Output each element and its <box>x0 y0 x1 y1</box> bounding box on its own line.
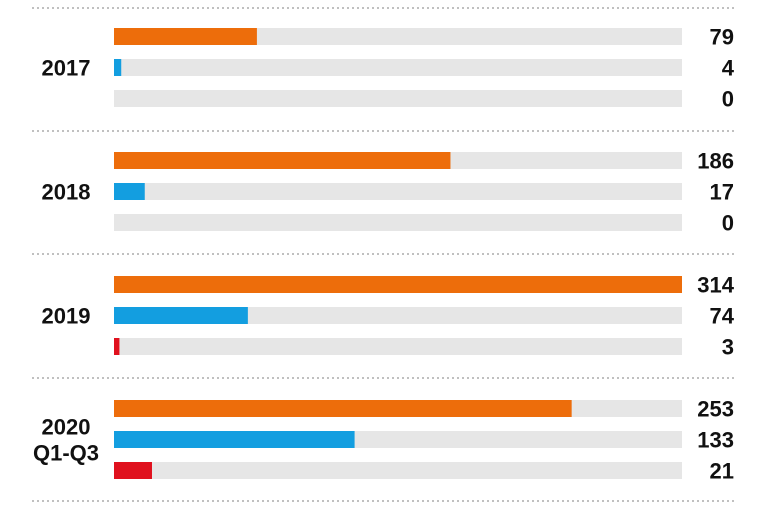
value-label: 186 <box>697 149 734 174</box>
bar <box>114 462 152 479</box>
category-label: Q1-Q3 <box>33 441 99 466</box>
value-label: 3 <box>722 335 734 360</box>
category-label: 2019 <box>42 304 91 329</box>
value-label: 79 <box>710 25 734 50</box>
bar-track <box>114 462 682 479</box>
bar <box>114 307 248 324</box>
category-label: 2018 <box>42 180 91 205</box>
category-label: 2017 <box>42 56 91 81</box>
value-label: 253 <box>697 397 734 422</box>
bar-track <box>114 183 682 200</box>
value-label: 74 <box>710 304 735 329</box>
bar <box>114 276 682 293</box>
value-label: 0 <box>722 211 734 236</box>
bar <box>114 431 355 448</box>
bar-track <box>114 214 682 231</box>
bar-track <box>114 307 682 324</box>
bar <box>114 152 451 169</box>
value-label: 21 <box>710 459 734 484</box>
category-label: 2020 <box>42 415 91 440</box>
bar-track <box>114 90 682 107</box>
value-label: 0 <box>722 87 734 112</box>
value-label: 133 <box>697 428 734 453</box>
value-label: 17 <box>710 180 734 205</box>
value-label: 314 <box>697 273 734 298</box>
bar <box>114 59 122 76</box>
bar <box>114 338 120 355</box>
bar-track <box>114 59 682 76</box>
bar-track <box>114 338 682 355</box>
bar <box>114 28 257 45</box>
bar <box>114 400 572 417</box>
value-label: 4 <box>722 56 735 81</box>
bar <box>114 183 145 200</box>
